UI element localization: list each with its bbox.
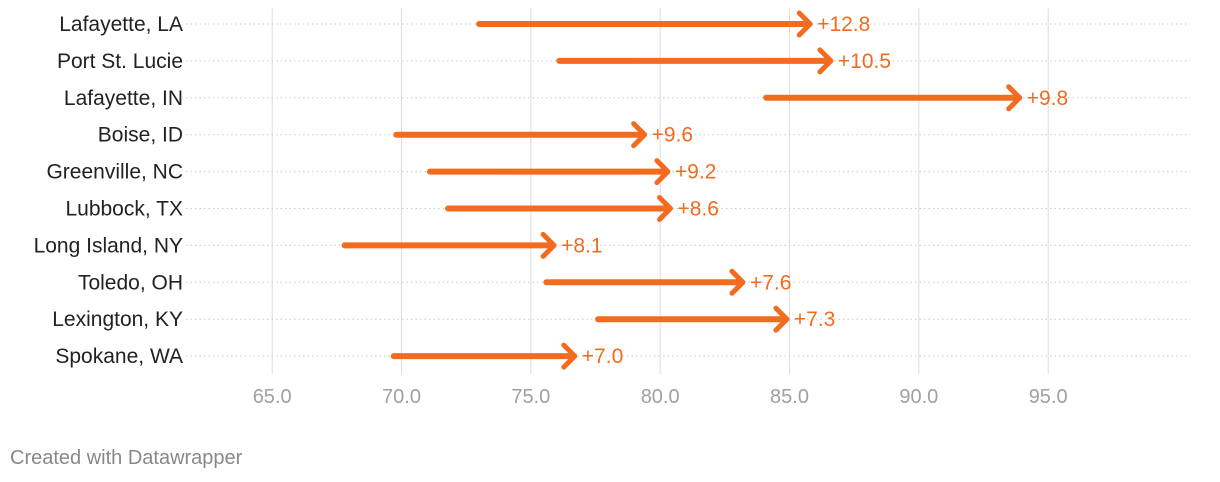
category-label: Lubbock, TX — [65, 198, 183, 221]
category-label: Greenville, NC — [46, 161, 183, 184]
arrow-head — [796, 10, 813, 38]
value-label: +8.1 — [561, 234, 602, 257]
category-label: Boise, ID — [98, 124, 183, 147]
arrow-head — [540, 231, 557, 259]
credit-text: Created with Datawrapper — [10, 447, 243, 469]
x-tick-label: 70.0 — [382, 386, 421, 408]
category-label: Spokane, WA — [55, 345, 183, 368]
arrow-head — [657, 195, 674, 222]
arrow-head — [1006, 84, 1023, 112]
value-label: +12.8 — [817, 13, 870, 36]
x-tick-label: 95.0 — [1029, 386, 1068, 408]
value-label: +9.8 — [1027, 87, 1068, 110]
value-label: +7.3 — [794, 308, 835, 331]
x-tick-label: 85.0 — [770, 386, 809, 408]
arrow-head — [561, 342, 578, 370]
arrow-head — [631, 121, 648, 149]
category-label: Toledo, OH — [78, 271, 183, 294]
category-label: Long Island, NY — [34, 234, 183, 257]
category-label: Port St. Lucie — [57, 50, 183, 73]
category-label: Lafayette, LA — [59, 13, 183, 36]
value-label: +9.2 — [675, 161, 716, 184]
value-label: +7.0 — [582, 345, 623, 368]
x-tick-label: 75.0 — [511, 386, 550, 408]
x-tick-label: 65.0 — [253, 386, 292, 408]
arrow-head — [817, 47, 834, 75]
x-tick-label: 80.0 — [641, 386, 680, 408]
arrow-head — [654, 158, 671, 186]
value-label: +8.6 — [678, 198, 719, 221]
arrow-head — [773, 305, 790, 333]
category-label: Lexington, KY — [52, 308, 183, 331]
x-tick-label: 90.0 — [899, 386, 938, 408]
arrow-chart: 65.0 70.0 75.0 80.0 85.0 90.0 95.0 Lafayette, L… — [34, 8, 1190, 408]
category-label: Lafayette, IN — [64, 87, 183, 110]
value-label: +10.5 — [838, 50, 891, 73]
value-label: +9.6 — [652, 124, 693, 147]
arrow-head — [729, 268, 746, 296]
value-label: +7.6 — [750, 271, 791, 294]
